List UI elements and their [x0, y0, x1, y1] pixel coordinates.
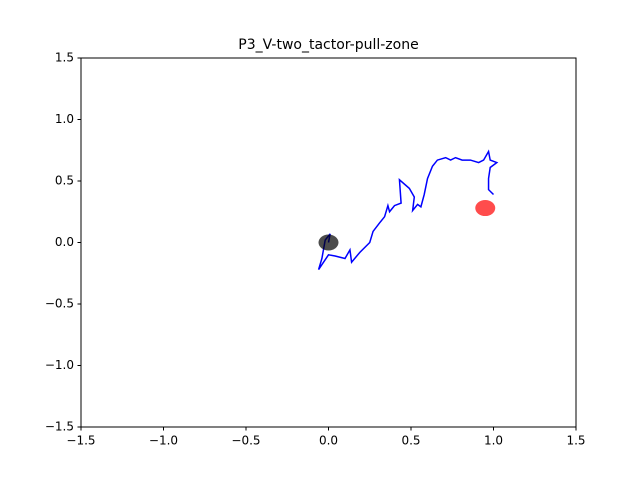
y-tick-label: 0.0: [55, 235, 74, 249]
y-tick-label: −1.0: [45, 358, 74, 372]
x-tick-label: −0.5: [231, 434, 260, 448]
x-tick-label: 0.5: [401, 434, 420, 448]
x-tick-label: −1.0: [149, 434, 178, 448]
marker: [318, 234, 339, 251]
y-tick-label: 1.5: [55, 51, 74, 65]
marker: [475, 200, 496, 217]
y-tick-label: 1.0: [55, 112, 74, 126]
chart-title: P3_V-two_tactor-pull-zone: [238, 37, 418, 53]
x-tick-label: 1.5: [566, 434, 585, 448]
x-tick-label: 0.0: [319, 434, 338, 448]
x-tick-label: 1.0: [484, 434, 503, 448]
y-tick-label: −0.5: [45, 297, 74, 311]
plot-frame: [80, 57, 577, 428]
trajectory-line: [317, 149, 499, 270]
y-tick-label: 0.5: [55, 174, 74, 188]
x-tick-label: −1.5: [66, 434, 95, 448]
y-tick-label: −1.5: [45, 420, 74, 434]
